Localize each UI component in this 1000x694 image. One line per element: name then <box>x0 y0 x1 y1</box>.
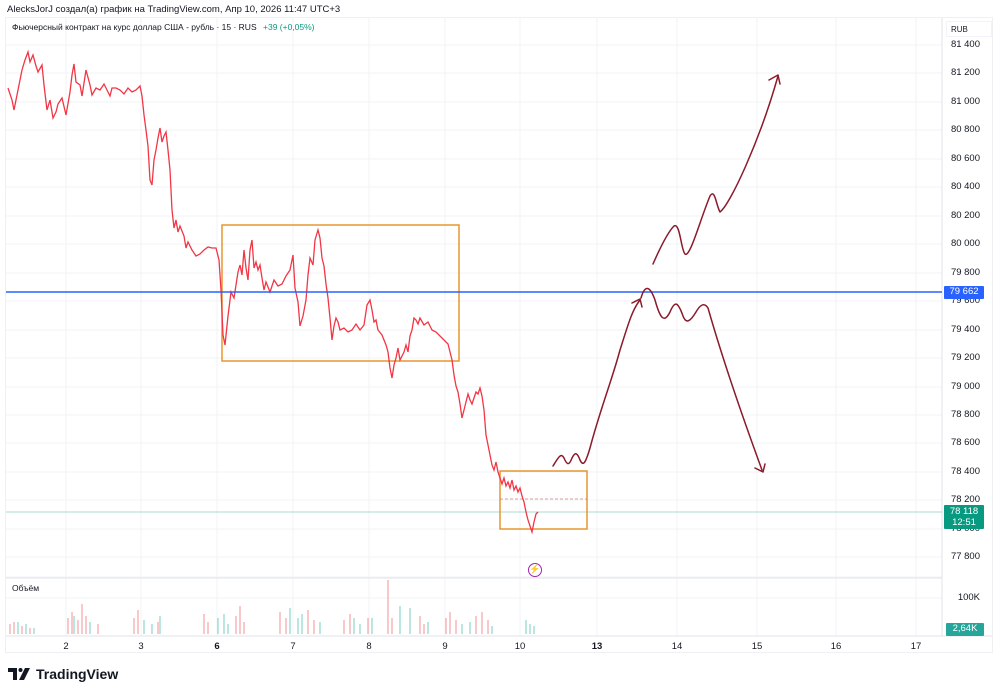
last-volume-tag: 2,64K <box>946 623 984 636</box>
price-tick: 79 800 <box>950 267 980 278</box>
time-tick: 8 <box>366 641 372 652</box>
price-tick: 80 600 <box>950 153 980 164</box>
symbol-legend[interactable]: Фьючерсный контракт на курс доллар США -… <box>12 22 315 32</box>
chart-attribution: AlecksJorJ создал(а) график на TradingVi… <box>7 4 341 15</box>
price-tick: 78 200 <box>950 494 980 505</box>
time-tick: 17 <box>910 641 922 652</box>
price-tick: 79 200 <box>950 352 980 363</box>
bar-countdown: 12:51 <box>952 517 976 528</box>
volume-bars <box>9 580 535 634</box>
last-price-value: 78 118 <box>949 506 979 517</box>
price-tick: 78 800 <box>950 409 980 420</box>
price-tick: 79 400 <box>950 324 980 335</box>
symbol-title: Фьючерсный контракт на курс доллар США -… <box>12 22 257 32</box>
tradingview-logo-icon <box>8 668 30 680</box>
brand-name: TradingView <box>36 666 119 682</box>
time-tick: 16 <box>830 641 842 652</box>
price-tick: 78 600 <box>950 437 980 448</box>
price-tick: 80 200 <box>950 210 980 221</box>
time-tick: 10 <box>514 641 526 652</box>
price-tick: 79 000 <box>950 381 980 392</box>
event-lightning-icon[interactable]: ⚡ <box>528 563 542 577</box>
time-tick: 14 <box>671 641 683 652</box>
volume-scale-tick: 100K <box>957 592 980 603</box>
time-tick: 9 <box>442 641 448 652</box>
price-tick: 80 000 <box>950 238 980 249</box>
price-tick: 78 400 <box>950 466 980 477</box>
time-grid <box>65 18 917 636</box>
price-tick: 81 400 <box>950 39 980 50</box>
time-tick: 6 <box>214 641 220 652</box>
time-tick: 15 <box>751 641 763 652</box>
range-box-1[interactable] <box>221 224 460 362</box>
level-price-tag[interactable]: 79 662 <box>944 286 984 299</box>
price-tick: 80 400 <box>950 181 980 192</box>
price-tick: 77 800 <box>950 551 980 562</box>
price-tick: 79 600 <box>950 295 980 306</box>
price-tick: 81 000 <box>950 96 980 107</box>
candlestick-series[interactable] <box>7 49 539 535</box>
price-tick: 80 800 <box>950 124 980 135</box>
time-tick: 13 <box>591 641 603 652</box>
time-tick: 3 <box>138 641 144 652</box>
price-change: +39 (+0,05%) <box>263 22 315 32</box>
currency-label[interactable]: RUB <box>946 21 992 37</box>
chart-frame <box>5 17 993 653</box>
last-price-tag: 78 118 12:51 <box>944 505 984 529</box>
time-tick: 2 <box>63 641 69 652</box>
volume-pane-title[interactable]: Объём <box>12 583 40 593</box>
price-tick: 81 200 <box>950 67 980 78</box>
time-tick: 7 <box>290 641 296 652</box>
tradingview-logo[interactable]: TradingView <box>8 666 118 682</box>
price-grid <box>6 44 942 599</box>
range-box-2[interactable] <box>499 470 588 530</box>
